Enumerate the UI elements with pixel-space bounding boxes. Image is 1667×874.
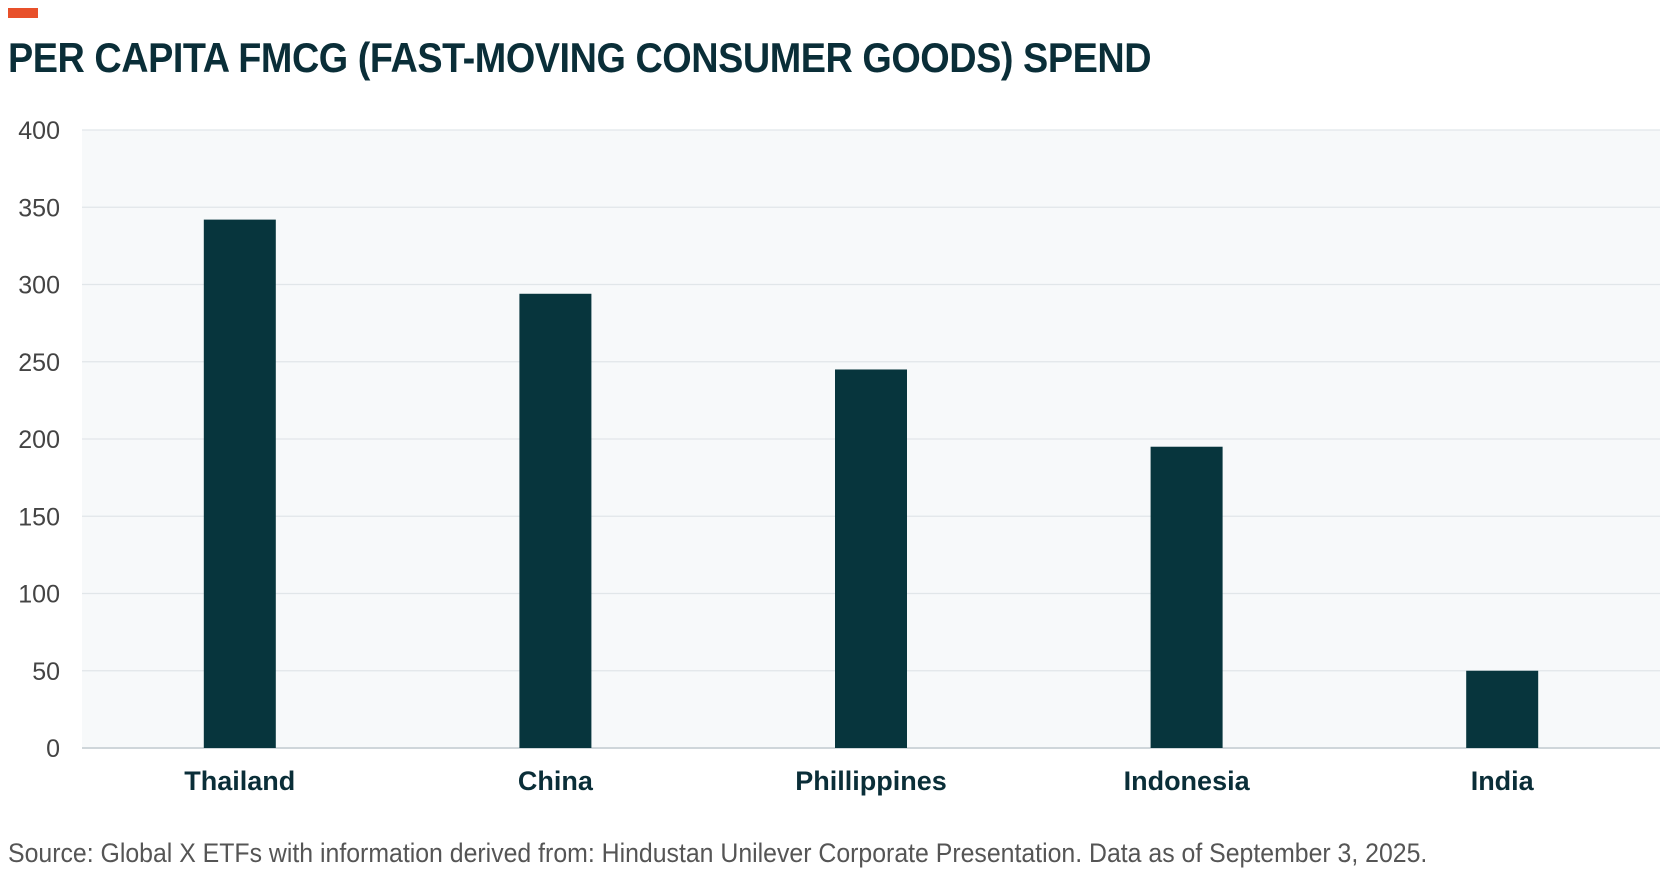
bar-chart: 0 50 100 150 200 250 300 350 400 Thailand China Ph… [18, 117, 1660, 796]
bar-thailand [203, 219, 276, 749]
chart-title: PER CAPITA FMCG (FAST-MOVING CONSUMER GO… [8, 34, 1152, 81]
x-tick-label-india: India [1471, 766, 1535, 796]
y-tick-label: 250 [18, 349, 60, 377]
source-note: Source: Global X ETFs with information d… [8, 838, 1428, 868]
bar-phillippines [835, 369, 907, 748]
y-tick-label: 50 [32, 658, 60, 686]
x-tick-label-thailand: Thailand [184, 766, 295, 796]
y-tick-label: 150 [18, 503, 60, 531]
bars [203, 219, 1539, 749]
y-tick-label: 100 [18, 581, 60, 609]
x-tick-label-phillippines: Phillippines [795, 766, 947, 796]
y-tick-label: 300 [18, 272, 60, 300]
accent-bar [8, 8, 38, 18]
x-tick-label-china: China [518, 766, 594, 796]
x-axis-labels: Thailand China Phillippines Indonesia India [184, 766, 1534, 796]
bar-india [1466, 670, 1539, 748]
x-tick-label-indonesia: Indonesia [1124, 766, 1251, 796]
y-tick-label: 400 [18, 117, 60, 145]
y-tick-label: 200 [18, 426, 60, 454]
y-axis-ticks: 0 50 100 150 200 250 300 350 400 [18, 117, 60, 763]
bar-china [519, 293, 592, 748]
y-tick-label: 350 [18, 194, 60, 222]
y-tick-label: 0 [46, 735, 60, 763]
bar-indonesia [1150, 446, 1223, 748]
